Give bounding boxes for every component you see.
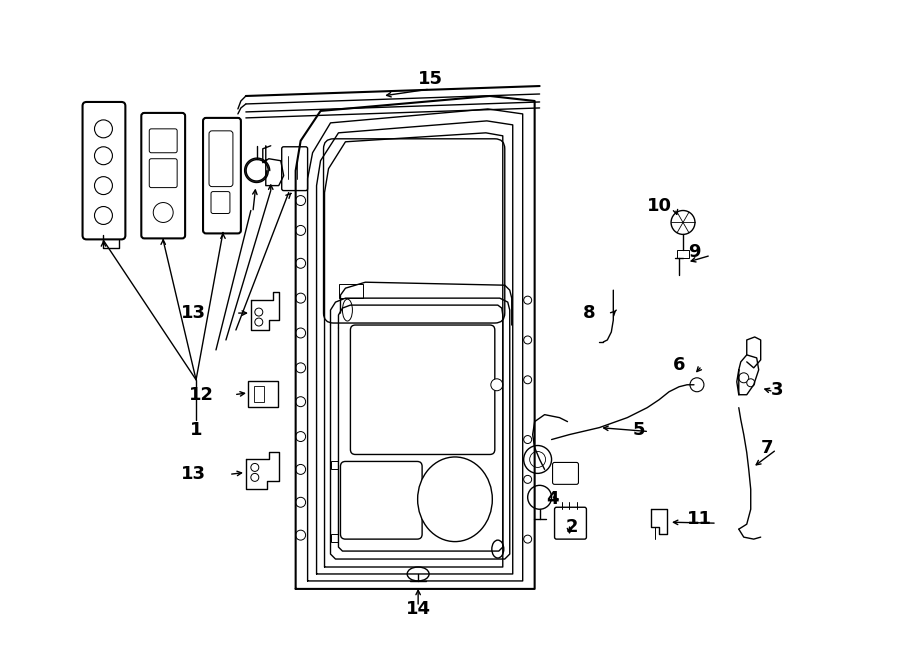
Circle shape: [690, 378, 704, 392]
Circle shape: [491, 379, 503, 391]
Text: 9: 9: [688, 243, 700, 261]
Text: 2: 2: [565, 518, 578, 536]
Circle shape: [527, 485, 552, 509]
Circle shape: [524, 446, 552, 473]
Circle shape: [524, 475, 532, 483]
FancyBboxPatch shape: [330, 534, 338, 542]
FancyBboxPatch shape: [350, 325, 495, 455]
Circle shape: [530, 451, 545, 467]
Text: 13: 13: [181, 465, 205, 483]
Circle shape: [296, 258, 306, 268]
FancyBboxPatch shape: [149, 159, 177, 188]
Ellipse shape: [407, 567, 429, 581]
FancyBboxPatch shape: [248, 381, 278, 407]
FancyBboxPatch shape: [340, 461, 422, 539]
Circle shape: [94, 176, 112, 194]
Circle shape: [94, 120, 112, 137]
Text: 1: 1: [190, 420, 203, 439]
Circle shape: [296, 363, 306, 373]
Circle shape: [296, 196, 306, 206]
FancyBboxPatch shape: [330, 461, 338, 469]
FancyBboxPatch shape: [141, 113, 185, 239]
FancyBboxPatch shape: [254, 386, 264, 402]
Circle shape: [296, 432, 306, 442]
Text: 11: 11: [687, 510, 711, 528]
FancyBboxPatch shape: [323, 139, 505, 323]
FancyBboxPatch shape: [209, 131, 233, 186]
Text: 13: 13: [181, 304, 205, 322]
FancyBboxPatch shape: [554, 507, 587, 539]
Circle shape: [251, 473, 259, 481]
Circle shape: [296, 225, 306, 235]
Circle shape: [296, 465, 306, 475]
Text: 4: 4: [546, 490, 559, 508]
Circle shape: [739, 373, 749, 383]
Ellipse shape: [418, 457, 492, 541]
Circle shape: [251, 463, 259, 471]
Circle shape: [296, 397, 306, 407]
Text: 8: 8: [583, 304, 596, 322]
FancyBboxPatch shape: [83, 102, 125, 239]
Circle shape: [94, 147, 112, 165]
Text: 6: 6: [673, 356, 685, 374]
FancyBboxPatch shape: [677, 251, 689, 258]
Circle shape: [524, 376, 532, 384]
FancyBboxPatch shape: [339, 284, 364, 298]
FancyBboxPatch shape: [211, 192, 230, 214]
Circle shape: [255, 318, 263, 326]
FancyBboxPatch shape: [149, 129, 177, 153]
Circle shape: [524, 296, 532, 304]
Circle shape: [94, 206, 112, 225]
Text: 12: 12: [189, 386, 213, 404]
FancyBboxPatch shape: [282, 147, 308, 190]
Text: 3: 3: [770, 381, 783, 399]
Circle shape: [747, 379, 755, 387]
Circle shape: [296, 530, 306, 540]
Circle shape: [255, 308, 263, 316]
FancyBboxPatch shape: [203, 118, 241, 233]
Text: 5: 5: [633, 420, 645, 439]
Circle shape: [524, 535, 532, 543]
FancyBboxPatch shape: [553, 463, 579, 485]
Ellipse shape: [491, 540, 504, 558]
Text: 14: 14: [406, 600, 430, 618]
Circle shape: [296, 293, 306, 303]
Ellipse shape: [343, 299, 353, 321]
Circle shape: [296, 328, 306, 338]
Circle shape: [296, 497, 306, 507]
Circle shape: [524, 336, 532, 344]
Text: 7: 7: [760, 438, 773, 457]
Circle shape: [524, 436, 532, 444]
Text: 10: 10: [646, 196, 671, 215]
Text: 15: 15: [418, 70, 443, 88]
Circle shape: [153, 202, 173, 223]
Circle shape: [671, 210, 695, 235]
